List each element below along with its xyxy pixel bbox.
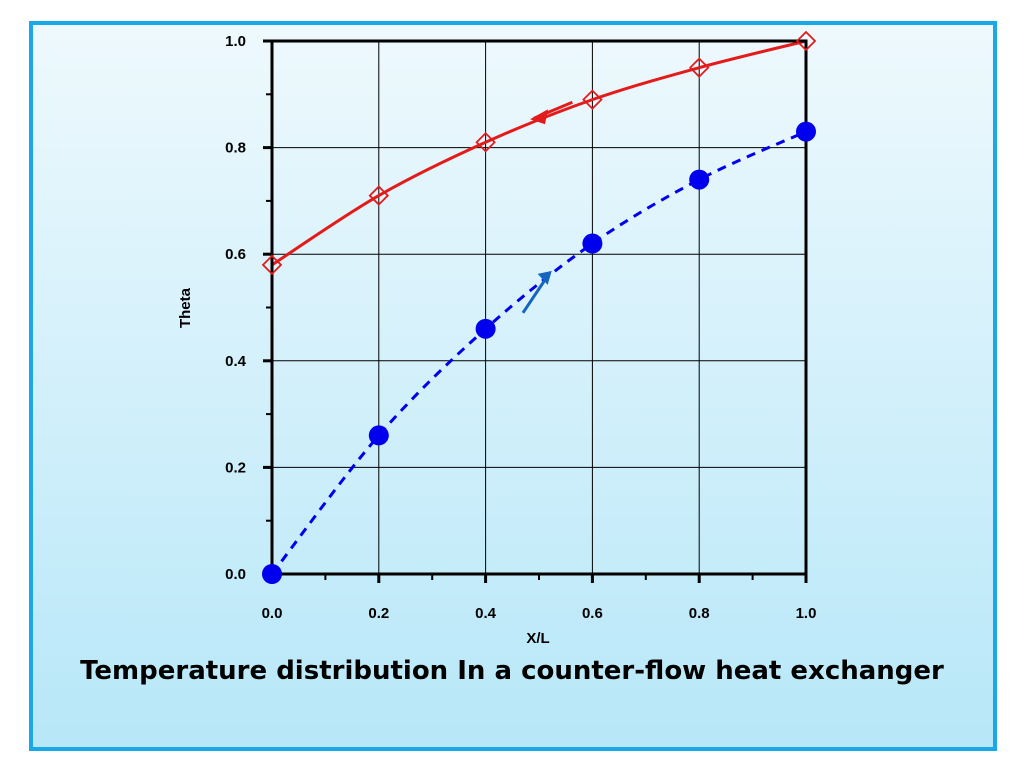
x-tick-label: 0.0 bbox=[262, 605, 283, 622]
curves bbox=[270, 39, 807, 575]
x-axis-title: X/L bbox=[526, 630, 549, 647]
series-line-1 bbox=[270, 130, 807, 575]
y-tick-label: 0.0 bbox=[225, 566, 246, 583]
y-tick-label: 0.6 bbox=[225, 246, 246, 263]
y-tick-label: 0.4 bbox=[225, 353, 247, 370]
series-line-0 bbox=[271, 39, 807, 267]
data-point-circle bbox=[689, 169, 710, 190]
data-point-circle bbox=[475, 318, 496, 339]
markers bbox=[261, 30, 817, 584]
data-point-circle bbox=[262, 564, 282, 584]
data-point-diamond bbox=[368, 185, 390, 206]
y-tick-label: 0.8 bbox=[225, 140, 246, 157]
data-point-diamond bbox=[475, 131, 496, 153]
data-point-diamond bbox=[795, 30, 817, 52]
data-point-circle bbox=[368, 425, 389, 446]
slide-frame bbox=[29, 21, 997, 751]
x-tick-label: 0.8 bbox=[689, 605, 710, 622]
x-tick-label: 0.4 bbox=[475, 605, 497, 622]
x-tick-label: 0.6 bbox=[582, 605, 603, 622]
ticks: 0.0 0.2 0.4 0.6 0.8 1.0 0.0 0.2 0.4 0.6 0.8 1.0 bbox=[225, 33, 816, 622]
y-tick-label: 0.2 bbox=[225, 459, 246, 476]
data-point-circle bbox=[582, 233, 603, 254]
y-axis-title: Theta bbox=[177, 287, 194, 328]
chart-caption: Temperature distribution In a counter-fl… bbox=[80, 656, 944, 686]
left-arrow-icon bbox=[530, 109, 548, 125]
data-point-diamond bbox=[261, 254, 283, 276]
y-tick-label: 1.0 bbox=[225, 33, 246, 50]
x-tick-label: 0.2 bbox=[368, 605, 389, 622]
data-point-diamond bbox=[688, 57, 710, 78]
data-point-diamond bbox=[582, 89, 603, 110]
grid bbox=[272, 41, 806, 574]
up-right-arrow-icon bbox=[537, 270, 552, 285]
x-tick-label: 1.0 bbox=[796, 605, 817, 622]
data-point-circle bbox=[796, 121, 816, 142]
